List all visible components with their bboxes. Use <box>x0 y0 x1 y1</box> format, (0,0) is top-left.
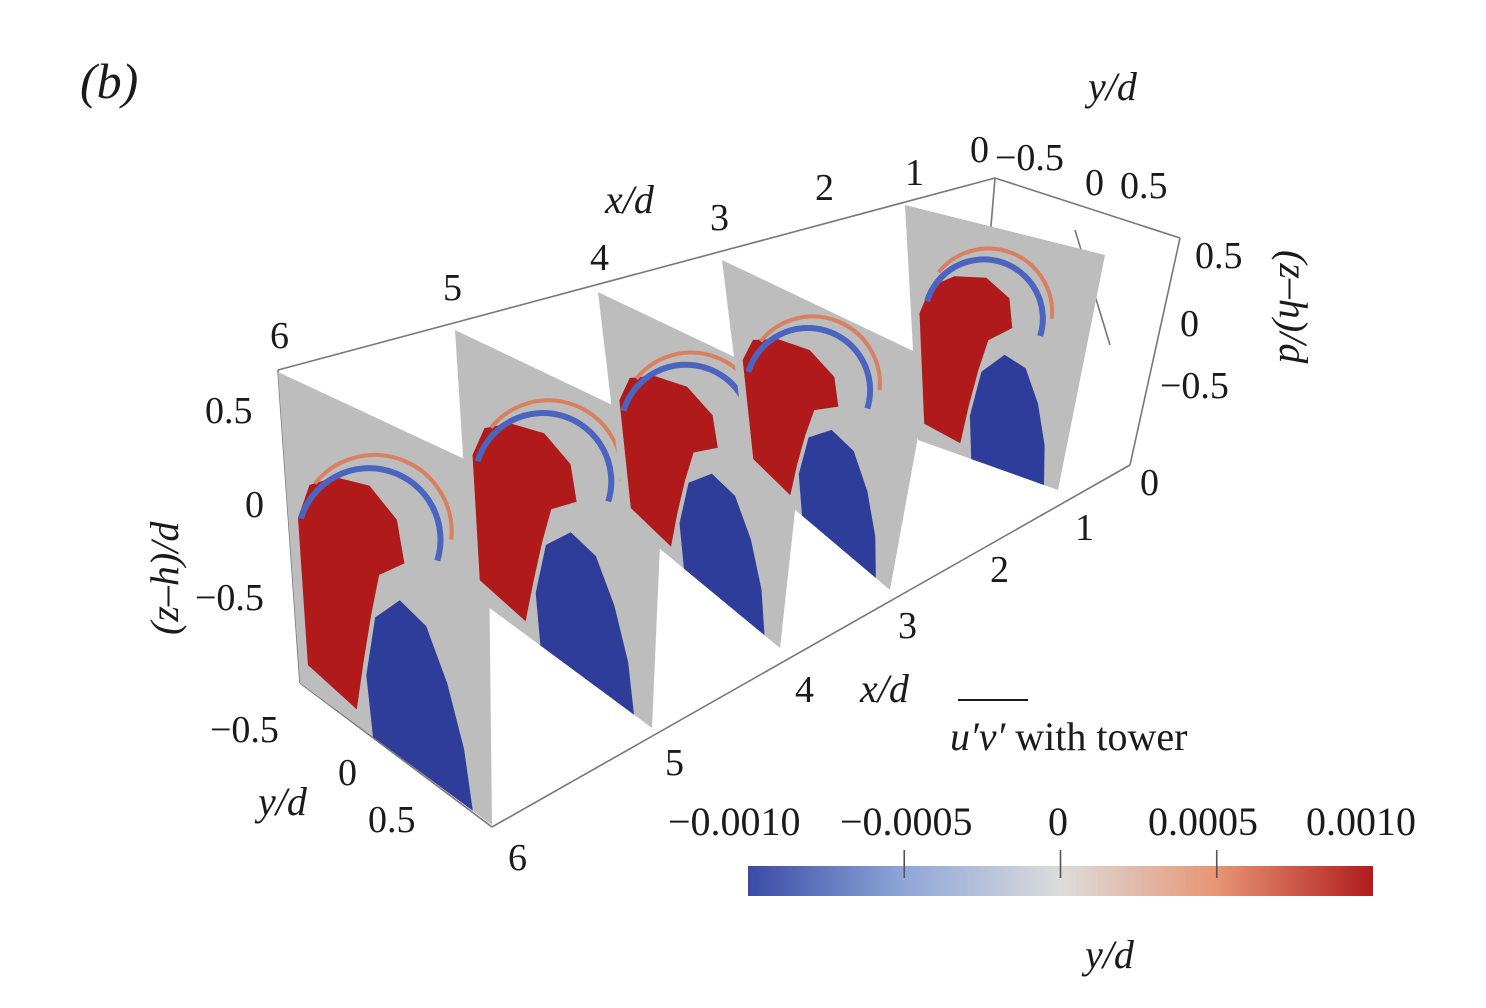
red-ring-arc <box>759 314 882 391</box>
negative-region <box>969 354 1045 485</box>
negative-region <box>535 532 634 715</box>
colorbar-tick-label: 0 <box>1048 799 1068 844</box>
x-tick-top-2: 2 <box>815 167 834 209</box>
x-axis-label-top: x/d <box>604 177 655 222</box>
red-ring-arc <box>937 246 1055 319</box>
z-axis-label-left: (z–h)/d <box>142 521 187 635</box>
colorbar-tick-label: 0.0010 <box>1306 799 1416 844</box>
positive-region <box>619 375 718 547</box>
x-tick-bottom-2: 2 <box>990 549 1009 591</box>
y-front-tick-0: −0.5 <box>210 709 279 751</box>
x-tick-top-6: 6 <box>270 315 289 357</box>
slice-plane-x4 <box>455 330 665 728</box>
positive-region <box>298 477 405 710</box>
x-tick-labels-top: 1 2 3 4 5 6 <box>270 152 924 357</box>
negative-region <box>798 429 876 578</box>
x-tick-top-5: 5 <box>443 267 462 309</box>
x-tick-labels-bottom: 0 1 2 3 4 5 6 <box>508 462 1159 879</box>
y-back-tick-neg: −0.5 <box>995 137 1064 179</box>
x-tick-bottom-0: 0 <box>1140 462 1159 504</box>
z-axis-label-right: (z–h)/d <box>1271 250 1316 364</box>
x-tick-top-3: 3 <box>710 197 729 239</box>
slice-plane-x5 <box>278 372 492 825</box>
blue-ring-arc <box>474 409 615 503</box>
z-right-tick-0: 0.5 <box>1195 235 1243 277</box>
blue-ring-arc <box>297 465 444 562</box>
red-ring-arc <box>313 453 454 540</box>
z-right-tick-1: 0 <box>1180 303 1199 345</box>
z-left-tick-1: 0 <box>245 484 264 526</box>
y-back-tick-mid: 0 <box>1085 162 1104 204</box>
colorbar-tick-label: −0.0005 <box>840 799 973 844</box>
y-axis-label-back: y/d <box>1084 64 1138 109</box>
z-right-tick-2: −0.5 <box>1160 365 1229 407</box>
negative-region <box>679 473 765 636</box>
colorbar-tick-label: 0.0005 <box>1148 799 1258 844</box>
positive-region <box>742 338 839 496</box>
slice-plane-x2 <box>722 260 932 590</box>
slice-planes <box>278 205 1105 825</box>
y-front-tick-1: 0 <box>338 752 357 794</box>
blue-ring-arc <box>745 324 874 410</box>
positive-region <box>472 423 577 622</box>
positive-region <box>919 276 1013 444</box>
z-left-tick-2: −0.5 <box>195 577 264 619</box>
y-axis-label-front: y/d <box>254 779 308 824</box>
blue-ring-arc <box>924 256 1046 337</box>
slice-plane-x1 <box>905 205 1105 490</box>
colorbar-tick-label: −0.0010 <box>668 799 801 844</box>
negative-region <box>366 600 473 811</box>
colorbar-caption: y/d <box>1081 932 1135 977</box>
panel-label: (b) <box>80 53 138 109</box>
x-tick-top-4: 4 <box>590 237 609 279</box>
x-tick-bottom-4: 4 <box>795 669 814 711</box>
y-back-tick-0: 0 <box>970 129 989 171</box>
colorbar-title: u′v′ with tower <box>950 714 1187 759</box>
y-front-tick-2: 0.5 <box>368 799 416 841</box>
colorbar-ticks: −0.0010 −0.0005 0 0.0005 0.0010 <box>668 799 1416 878</box>
y-back-tick-pos: 0.5 <box>1120 165 1168 207</box>
x-tick-bottom-5: 5 <box>665 742 684 784</box>
x-tick-bottom-3: 3 <box>898 605 917 647</box>
x-tick-bottom-6: 6 <box>508 837 527 879</box>
x-axis-label-bottom: x/d <box>859 666 910 711</box>
x-tick-top-1: 1 <box>905 152 924 194</box>
z-left-tick-0: 0.5 <box>205 390 253 432</box>
x-tick-bottom-1: 1 <box>1075 507 1094 549</box>
